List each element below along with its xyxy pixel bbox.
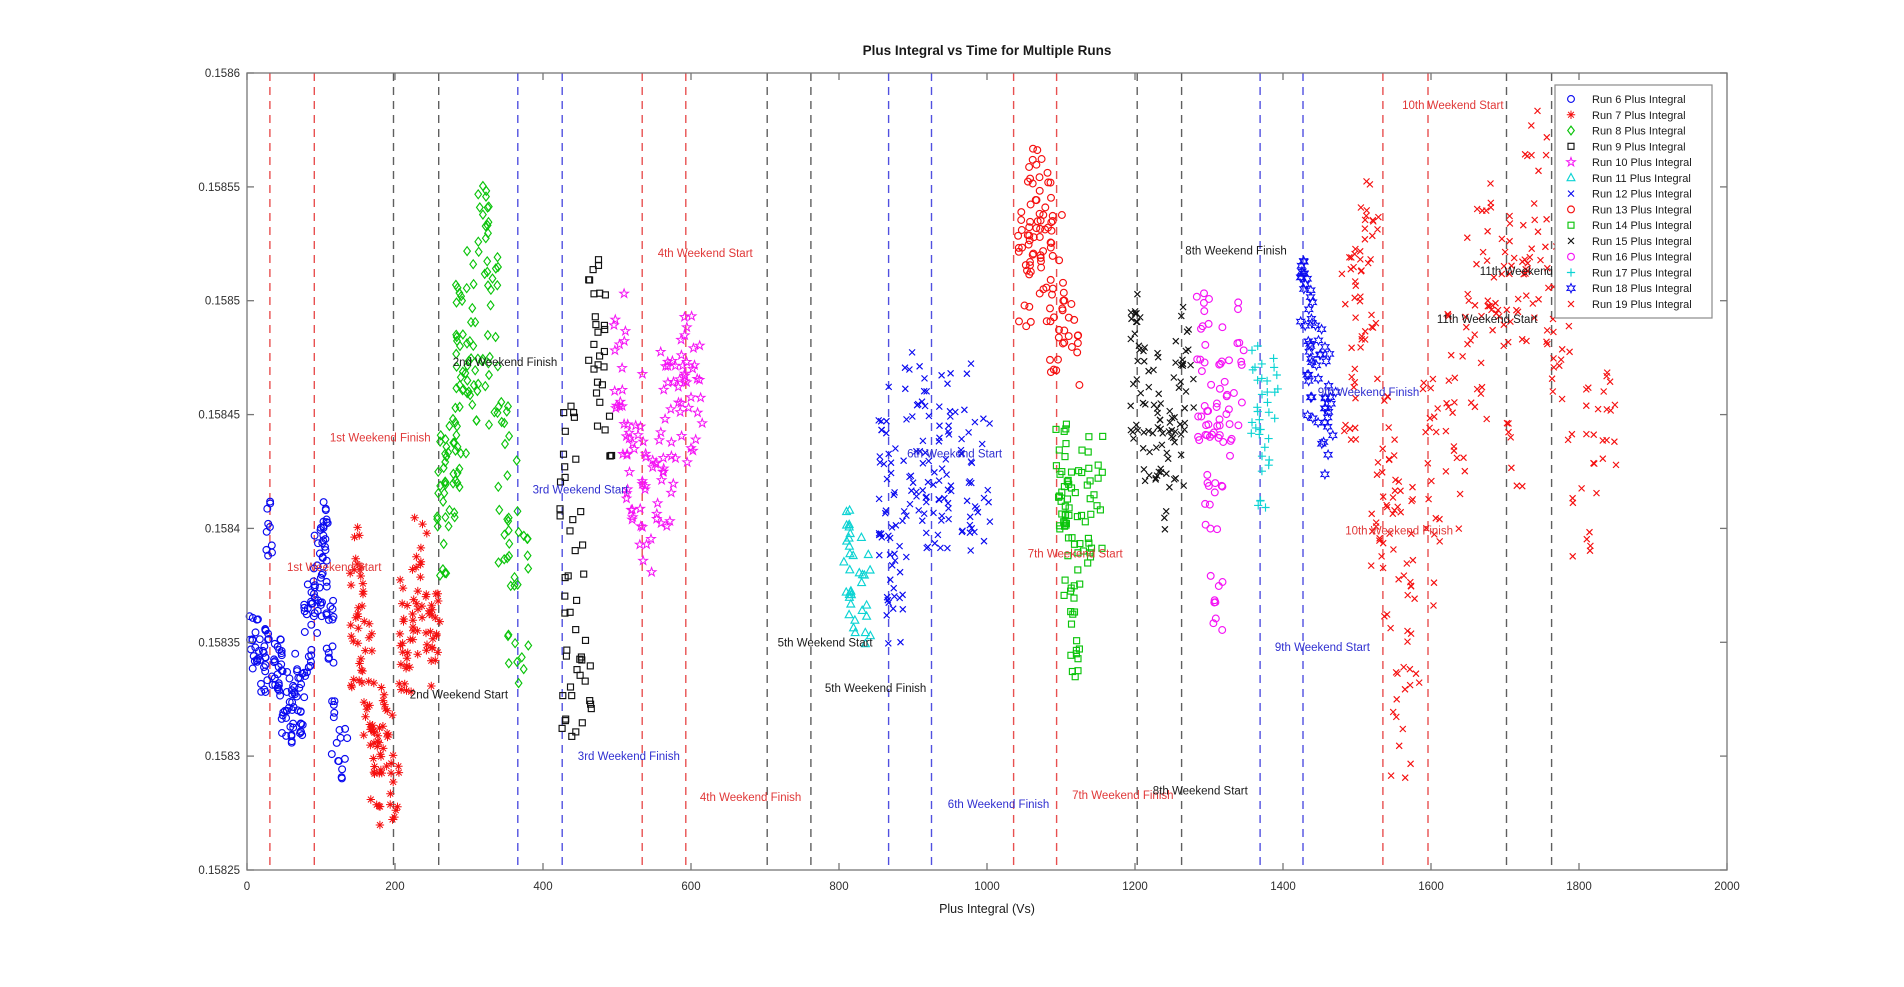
annotation-10th-weekend-finish: 10th Weekend Finish [1345, 526, 1453, 538]
legend-entry-run-17-plus-integral: Run 17 Plus Integral [1566, 267, 1692, 279]
legend-entry-label: Run 9 Plus Integral [1592, 141, 1686, 153]
annotation-1st-weekend-finish: 1st Weekend Finish [330, 432, 431, 444]
annotation-6th-weekend-finish: 6th Weekend Finish [948, 799, 1049, 811]
run-scatter-run-16-plus-integral [1192, 289, 1248, 634]
legend-entry-label: Run 17 Plus Integral [1592, 267, 1692, 279]
y-tick-label: 0.1586 [205, 68, 240, 80]
run-scatter-run-9-plus-integral [556, 256, 616, 740]
legend-entry-label: Run 16 Plus Integral [1592, 252, 1692, 264]
y-tick-label: 0.15855 [198, 182, 240, 194]
y-tick-label: 0.1585 [205, 296, 240, 308]
run-scatter-run-18-plus-integral [1295, 255, 1341, 481]
legend-entry-run-9-plus-integral: Run 9 Plus Integral [1567, 141, 1686, 153]
run-scatter-run-10-plus-integral [608, 287, 709, 578]
run-scatter-run-14-plus-integral [1052, 420, 1107, 681]
legend-entry-label: Run 10 Plus Integral [1592, 157, 1692, 169]
x-tick-label: 800 [829, 881, 848, 893]
run-scatter-run-12-plus-integral [875, 348, 994, 647]
x-tick-label: 400 [533, 881, 552, 893]
run-scatter-run-6-plus-integral [245, 497, 352, 783]
x-tick-label: 1000 [974, 881, 1000, 893]
run-scatter-run-13-plus-integral [1014, 144, 1084, 389]
run-scatter-run-7-plus-integral [346, 513, 444, 830]
legend-entry-label: Run 18 Plus Integral [1592, 283, 1692, 295]
annotation-5th-weekend-finish: 5th Weekend Finish [825, 683, 926, 695]
scatter-series [245, 107, 1620, 830]
x-tick-label: 200 [385, 881, 404, 893]
x-axis-label: Plus Integral (Vs) [939, 902, 1035, 916]
annotation-2nd-weekend-finish: 2nd Weekend Finish [453, 357, 558, 369]
run-scatter-run-11-plus-integral [839, 504, 876, 648]
x-tick-label: 1400 [1270, 881, 1296, 893]
annotation-11th-weekend-start: 11th Weekend Start [1437, 314, 1538, 326]
annotation-7th-weekend-start: 7th Weekend Start [1028, 549, 1124, 561]
annotation-8th-weekend-start: 8th Weekend Start [1153, 785, 1249, 797]
annotation-6th-weekend-start: 6th Weekend Start [907, 448, 1003, 460]
annotation-2nd-weekend-start: 2nd Weekend Start [410, 690, 509, 702]
legend-entry-run-14-plus-integral: Run 14 Plus Integral [1567, 220, 1692, 232]
annotation-9th-weekend-start: 9th Weekend Start [1275, 642, 1371, 654]
x-tick-label: 1600 [1418, 881, 1444, 893]
y-tick-label: 0.15845 [198, 410, 240, 422]
annotation-1st-weekend-start: 1st Weekend Start [287, 562, 382, 574]
weekend-annotations: 1st Weekend Start 1st Weekend Finish 2nd W… [287, 100, 1587, 811]
y-tick-label: 0.1583 [205, 751, 240, 763]
x-tick-label: 2000 [1714, 881, 1740, 893]
annotation-4th-weekend-start: 4th Weekend Start [658, 248, 754, 260]
legend-entry-run-10-plus-integral: Run 10 Plus Integral [1565, 156, 1692, 169]
annotation-8th-weekend-finish: 8th Weekend Finish [1185, 246, 1286, 258]
y-tick-label: 0.1584 [205, 523, 241, 535]
annotation-3rd-weekend-finish: 3rd Weekend Finish [578, 751, 680, 763]
legend-entry-run-6-plus-integral: Run 6 Plus Integral [1567, 94, 1686, 106]
legend-entry-label: Run 13 Plus Integral [1592, 204, 1692, 216]
x-tick-label: 600 [681, 881, 700, 893]
legend-entry-label: Run 11 Plus Integral [1592, 173, 1691, 185]
annotation-3rd-weekend-start: 3rd Weekend Start [533, 485, 629, 497]
legend-entry-run-7-plus-integral: Run 7 Plus Integral [1566, 110, 1686, 122]
x-tick-label: 0 [244, 881, 250, 893]
x-tick-label: 1200 [1122, 881, 1148, 893]
legend-entry-label: Run 19 Plus Integral [1592, 299, 1692, 311]
legend-entry-label: Run 8 Plus Integral [1592, 126, 1686, 138]
legend-entry-label: Run 6 Plus Integral [1592, 94, 1686, 106]
legend-entry-label: Run 14 Plus Integral [1592, 220, 1692, 232]
run-scatter-run-19-plus-integral [1338, 107, 1620, 782]
legend-entry-run-18-plus-integral: Run 18 Plus Integral [1565, 282, 1692, 295]
y-tick-label: 0.15825 [198, 865, 240, 877]
run-scatter-run-8-plus-integral [433, 180, 533, 689]
legend-entry-label: Run 12 Plus Integral [1592, 189, 1692, 201]
chart-title: Plus Integral vs Time for Multiple Runs [862, 43, 1112, 58]
legend-entry-label: Run 7 Plus Integral [1592, 110, 1686, 122]
y-tick-label: 0.15835 [198, 637, 240, 649]
x-tick-label: 1800 [1566, 881, 1592, 893]
run-scatter-run-15-plus-integral [1127, 290, 1198, 533]
annotation-7th-weekend-finish: 7th Weekend Finish [1072, 790, 1173, 802]
weekend-lines [269, 73, 1553, 870]
legend-entry-run-13-plus-integral: Run 13 Plus Integral [1567, 204, 1692, 216]
legend-entry-run-15-plus-integral: Run 15 Plus Integral [1567, 236, 1692, 248]
run-scatter-run-17-plus-integral [1247, 341, 1282, 512]
legend: Run 6 Plus Integral Run 7 Plus Integral Ru… [1554, 84, 1713, 319]
x-axis-ticks: 0 200 400 600 800 1000 1200 1400 1600 1800 2000 [244, 73, 1740, 893]
annotation-10th-weekend-start: 10th Weekend Start [1402, 100, 1504, 112]
legend-entry-label: Run 15 Plus Integral [1592, 236, 1692, 248]
annotation-9th-weekend-finish: 9th Weekend Finish [1318, 387, 1419, 399]
legend-entry-run-19-plus-integral: Run 19 Plus Integral [1567, 299, 1692, 311]
legend-entry-run-12-plus-integral: Run 12 Plus Integral [1567, 189, 1692, 201]
annotation-5th-weekend-start: 5th Weekend Start [778, 637, 874, 649]
legend-entry-run-16-plus-integral: Run 16 Plus Integral [1567, 252, 1692, 264]
annotation-4th-weekend-finish: 4th Weekend Finish [700, 792, 801, 804]
y-axis-ticks: 0.15825 0.1583 0.15835 0.1584 0.15845 0.1585 0… [198, 68, 1727, 877]
legend-entry-run-8-plus-integral: Run 8 Plus Integral [1566, 125, 1686, 138]
legend-entry-run-11-plus-integral: Run 11 Plus Integral [1566, 172, 1691, 185]
axes: 0 200 400 600 800 1000 1200 1400 1600 1800 2000 0.1… [198, 68, 1739, 893]
